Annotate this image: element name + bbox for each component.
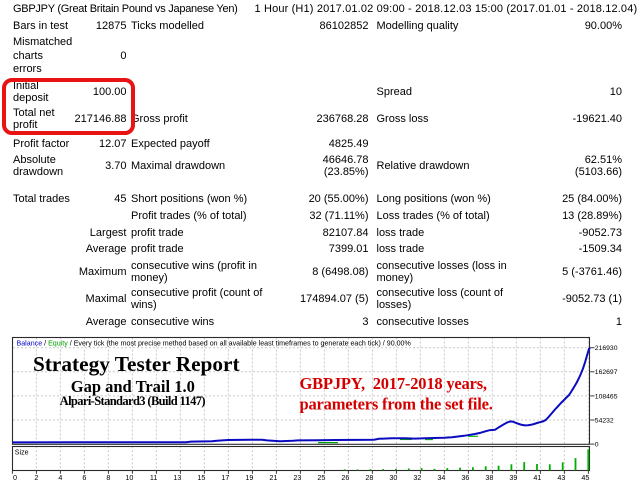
svg-text:54232: 54232 [595,417,614,424]
svg-text:10: 10 [125,473,133,482]
svg-text:0: 0 [13,473,17,482]
svg-text:26: 26 [341,473,349,482]
svg-text:34: 34 [437,473,445,482]
svg-text:25: 25 [317,473,325,482]
svg-text:GBPJPY, 2017-2018 years,: GBPJPY, 2017-2018 years, [300,374,487,393]
svg-text:216930: 216930 [595,345,618,352]
svg-text:17: 17 [221,473,229,482]
svg-text:41: 41 [533,473,541,482]
svg-text:23: 23 [293,473,301,482]
svg-text:2: 2 [34,473,38,482]
svg-text:8: 8 [106,473,110,482]
svg-text:45: 45 [581,473,589,482]
svg-text:13: 13 [173,473,181,482]
svg-text:28: 28 [365,473,373,482]
svg-text:Gap and Trail 1.0: Gap and Trail 1.0 [71,377,195,396]
svg-text:32: 32 [413,473,421,482]
svg-text:0: 0 [595,442,599,449]
svg-text:162697: 162697 [595,369,618,376]
svg-text:30: 30 [389,473,397,482]
svg-text:39: 39 [509,473,517,482]
svg-text:6: 6 [82,473,86,482]
svg-text:4: 4 [58,473,62,482]
svg-text:Balance / Equity / Every tick: Balance / Equity / Every tick (the most … [17,339,412,347]
svg-text:Alpari-Standard3 (Build 1147): Alpari-Standard3 (Build 1147) [60,394,206,408]
svg-text:21: 21 [269,473,277,482]
svg-text:Strategy Tester Report: Strategy Tester Report [33,352,240,376]
svg-text:11: 11 [150,473,157,482]
svg-text:15: 15 [197,473,205,482]
svg-text:Size: Size [15,448,29,456]
svg-text:43: 43 [557,473,565,482]
svg-text:38: 38 [485,473,493,482]
svg-text:108465: 108465 [595,393,618,400]
svg-text:19: 19 [245,473,253,482]
svg-text:36: 36 [461,473,469,482]
svg-text:parameters from the set file.: parameters from the set file. [300,395,493,414]
